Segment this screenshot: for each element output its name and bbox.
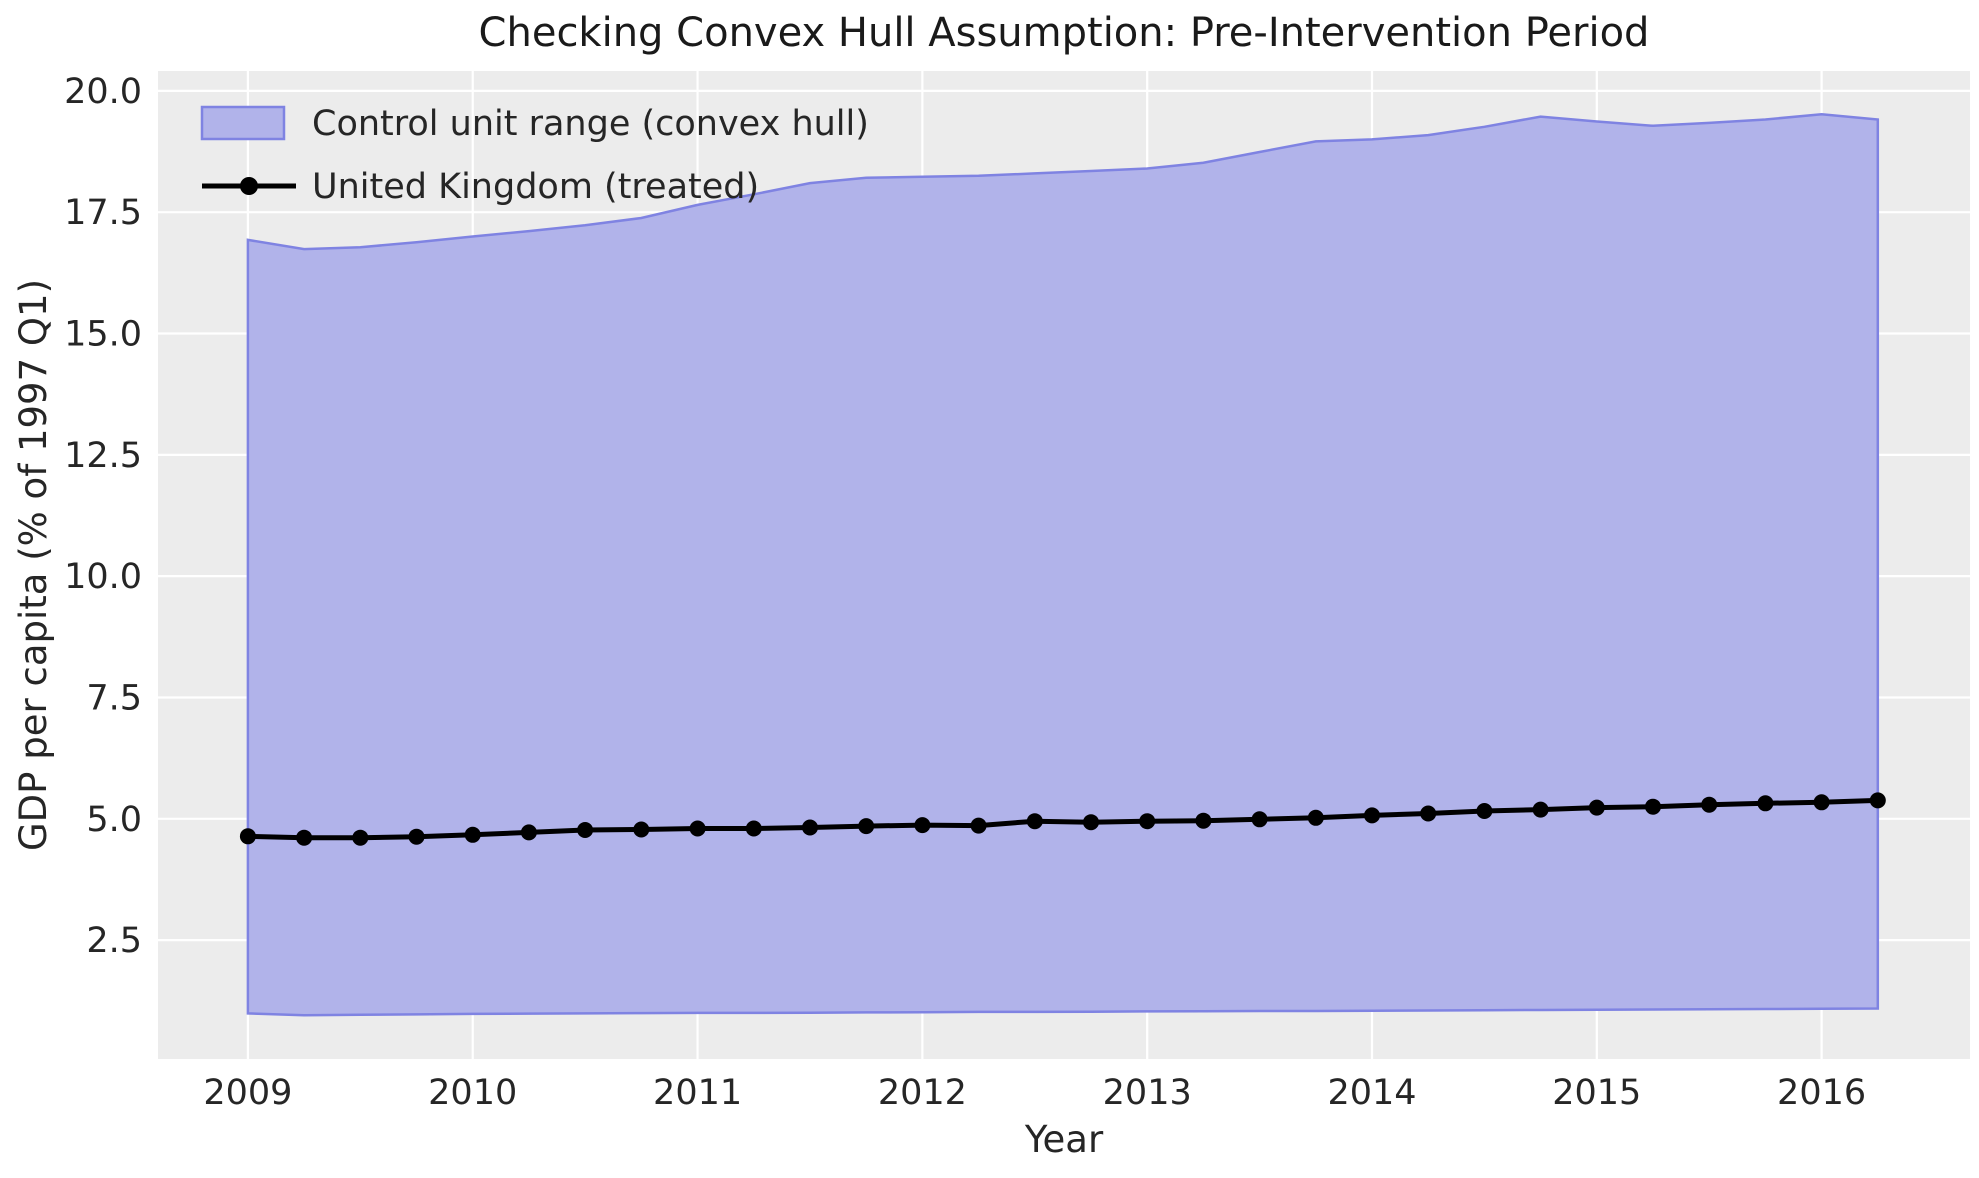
- treated-marker-dot: [1139, 813, 1156, 830]
- treated-marker-dot: [1307, 809, 1324, 826]
- legend: Control unit range (convex hull) United …: [200, 104, 869, 207]
- x-tick-label: 2015: [1552, 1073, 1641, 1113]
- x-tick-label: 2012: [878, 1073, 967, 1113]
- y-tick-label: 20.0: [64, 72, 142, 112]
- treated-marker-dot: [464, 826, 481, 843]
- x-tick-label: 2014: [1327, 1073, 1416, 1113]
- treated-marker-dot: [802, 819, 818, 836]
- treated-line-series: [239, 792, 1886, 846]
- treated-marker-dot: [1476, 803, 1493, 819]
- treated-marker-dot: [858, 818, 875, 835]
- x-tick-labels: 2009 2010 2011 2012 2013 2014 2015 2016: [203, 1073, 1866, 1113]
- legend-marker-dot-icon: [240, 177, 258, 195]
- y-tick-label: 10.0: [64, 557, 142, 597]
- treated-marker-dot: [1364, 807, 1380, 824]
- legend-treated-label: United Kingdom (treated): [312, 167, 759, 207]
- treated-marker-dot: [1813, 794, 1830, 811]
- treated-marker-dot: [970, 817, 987, 834]
- treated-marker-dot: [1869, 792, 1886, 809]
- treated-marker-dot: [1251, 811, 1268, 828]
- legend-band-label: Control unit range (convex hull): [312, 104, 869, 144]
- treated-marker-dot: [633, 821, 650, 838]
- treated-marker-dot: [1195, 812, 1212, 829]
- x-tick-label: 2016: [1777, 1073, 1866, 1113]
- x-tick-label: 2011: [653, 1073, 742, 1113]
- x-tick-label: 2013: [1103, 1073, 1192, 1113]
- treated-marker-dot: [577, 822, 594, 838]
- treated-marker-dot: [745, 820, 762, 837]
- convex-hull-band: [246, 112, 1880, 1017]
- treated-marker-dot: [1532, 801, 1549, 818]
- treated-marker-dot: [1645, 798, 1661, 815]
- y-tick-label: 12.5: [64, 436, 142, 476]
- treated-marker-dot: [1083, 814, 1099, 831]
- treated-marker-dot: [914, 817, 931, 834]
- y-tick-label: 7.5: [86, 679, 142, 719]
- treated-marker-dot: [1026, 813, 1043, 830]
- treated-marker-dot: [689, 820, 706, 837]
- chart-title: Checking Convex Hull Assumption: Pre-Int…: [479, 10, 1650, 56]
- treated-marker-dot: [520, 824, 537, 841]
- y-tick-label: 17.5: [64, 193, 142, 233]
- treated-marker-dot: [1420, 805, 1437, 822]
- treated-line: [247, 797, 1878, 841]
- y-tick-label: 15.0: [64, 315, 142, 355]
- treated-marker-dot: [239, 828, 256, 845]
- treated-marker-dot: [352, 829, 369, 846]
- x-axis-label: Year: [1024, 1118, 1104, 1161]
- treated-marker-dot: [1701, 796, 1718, 813]
- y-tick-label: 5.0: [86, 800, 142, 840]
- treated-marker-dot: [296, 829, 313, 846]
- y-tick-label: 2.5: [86, 921, 142, 961]
- y-tick-labels: 2.5 5.0 7.5 10.0 12.5 15.0 17.5 20.0: [64, 72, 142, 961]
- treated-marker-dot: [1757, 795, 1774, 812]
- y-axis-label: GDP per capita (% of 1997 Q1): [12, 279, 55, 851]
- x-tick-label: 2009: [203, 1073, 292, 1113]
- legend-band-swatch-icon: [200, 105, 286, 141]
- control-range-band: [246, 112, 1880, 1017]
- x-tick-label: 2010: [428, 1073, 517, 1113]
- treated-marker-dot: [1588, 799, 1605, 816]
- treated-marker-dot: [408, 828, 425, 845]
